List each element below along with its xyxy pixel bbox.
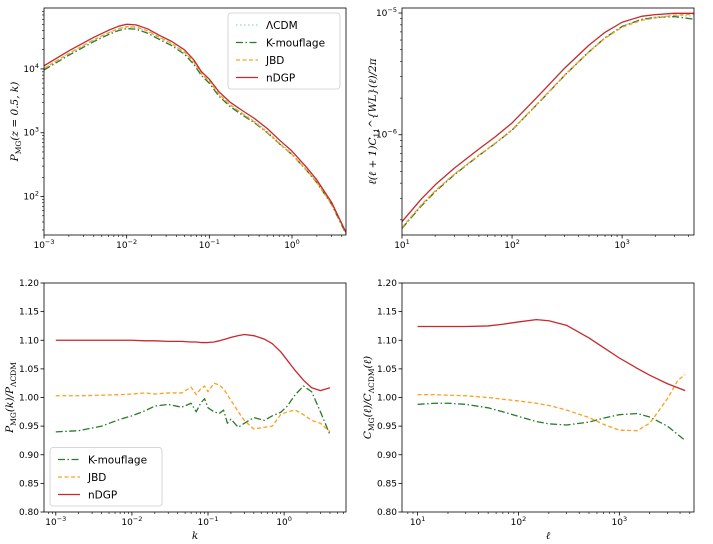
x-tick-label: 10−3 bbox=[45, 515, 66, 528]
axes-frame bbox=[43, 7, 347, 236]
axes-frame bbox=[401, 7, 695, 236]
y-tick-label: 1.05 bbox=[19, 365, 39, 375]
x-tick-label: 100 bbox=[276, 515, 292, 528]
y-tick-label: 0.90 bbox=[19, 451, 39, 461]
x-tick-label: 103 bbox=[614, 238, 630, 251]
chart-bl: 10−3 10−2 10−1 100 0.80 0.85 0.90 0.95 1.00 1.05 1… bbox=[4, 279, 347, 542]
y-tick-label: 10−6 bbox=[376, 128, 397, 141]
plot-area bbox=[417, 318, 686, 441]
series-line-k-mouflage bbox=[402, 15, 694, 229]
x-tick-label: 10−2 bbox=[116, 238, 137, 251]
y-tick-label: 1.15 bbox=[19, 308, 39, 318]
x-tick-label: 10−1 bbox=[199, 238, 220, 251]
y-tick-label: 1.00 bbox=[377, 394, 397, 404]
y-axis-label: CMG(ℓ)/CΛCDM(ℓ) bbox=[362, 356, 376, 439]
y-tick-label: 1.15 bbox=[377, 308, 397, 318]
y-tick-label: 1.00 bbox=[19, 394, 39, 404]
legend-label: K-mouflage bbox=[266, 38, 325, 50]
legend-label: ΛCDM bbox=[266, 20, 298, 32]
y-tick-label: 1.20 bbox=[377, 279, 397, 289]
y-tick-label: 1.10 bbox=[377, 336, 397, 346]
y-tick-label: 10−5 bbox=[376, 6, 397, 19]
plot-area bbox=[44, 23, 346, 235]
y-tick-label: 0.95 bbox=[19, 422, 39, 432]
legend-label: nDGP bbox=[88, 490, 117, 502]
x-axis-label: k bbox=[192, 530, 198, 542]
x-tick-label: 103 bbox=[612, 515, 628, 528]
axes-frame bbox=[401, 282, 695, 513]
y-tick-label: 0.85 bbox=[19, 479, 39, 489]
chart-tr: 101 102 103 10−6 10−5 ℓ(ℓ + 1)C11^{WL}(ℓ)/2π bbox=[367, 6, 695, 251]
legend-label: nDGP bbox=[266, 73, 295, 85]
plot-area bbox=[55, 333, 331, 435]
y-tick-label: 103 bbox=[23, 126, 39, 139]
x-axis-label: ℓ bbox=[546, 530, 551, 542]
legend-label: JBD bbox=[87, 472, 106, 484]
y-tick-label: 0.80 bbox=[377, 508, 397, 518]
y-tick-label: 1.05 bbox=[377, 365, 397, 375]
series-line-k-mouflage bbox=[44, 27, 346, 235]
y-tick-label: 102 bbox=[23, 190, 39, 203]
y-tick-label: 0.80 bbox=[19, 508, 39, 518]
x-tick-label: 101 bbox=[394, 238, 410, 251]
y-axis-label: PMG(k)/PΛCDM bbox=[4, 362, 18, 434]
x-tick-label: 10−3 bbox=[33, 238, 54, 251]
chart-br: 101 102 103 0.80 0.85 0.90 0.95 1.00 1.05 1.10 1.1… bbox=[362, 279, 695, 542]
legend: ΛCDM K-mouflage JBD nDGP bbox=[227, 12, 341, 90]
y-tick-label: 1.20 bbox=[19, 279, 39, 289]
x-tick-label: 101 bbox=[410, 515, 426, 528]
series-line-jbd bbox=[417, 374, 686, 432]
y-axis-label: PMG(z = 0.5, k) bbox=[9, 82, 23, 163]
legend-box bbox=[49, 447, 163, 507]
series-line-k-mouflage bbox=[417, 402, 686, 441]
series-line-jbd bbox=[402, 13, 694, 228]
legend-label: K-mouflage bbox=[88, 455, 147, 467]
y-tick-label: 0.90 bbox=[377, 451, 397, 461]
legend-box bbox=[227, 12, 341, 90]
y-axis-label: ℓ(ℓ + 1)C11^{WL}(ℓ)/2π bbox=[367, 57, 381, 184]
legend: K-mouflage JBD nDGP bbox=[49, 447, 163, 507]
x-tick-label: 102 bbox=[511, 515, 527, 528]
y-tick-label: 104 bbox=[23, 62, 39, 75]
series-line-jbd bbox=[44, 25, 346, 234]
series-line-ndgp bbox=[44, 23, 346, 233]
x-tick-label: 10−1 bbox=[197, 515, 218, 528]
x-tick-label: 10−2 bbox=[121, 515, 142, 528]
x-tick-label: 100 bbox=[284, 238, 300, 251]
legend-label: JBD bbox=[265, 55, 284, 67]
plot-area bbox=[402, 12, 694, 229]
series-line-ndgp bbox=[417, 318, 686, 392]
y-tick-label: 0.95 bbox=[377, 422, 397, 432]
series-line-ndgp bbox=[55, 333, 331, 392]
y-tick-label: 0.85 bbox=[377, 479, 397, 489]
y-tick-label: 1.10 bbox=[19, 336, 39, 346]
axes-frame bbox=[43, 282, 347, 513]
series-line-k-mouflage bbox=[55, 385, 331, 435]
x-tick-label: 102 bbox=[504, 238, 520, 251]
series-line-ndgp bbox=[402, 12, 694, 223]
